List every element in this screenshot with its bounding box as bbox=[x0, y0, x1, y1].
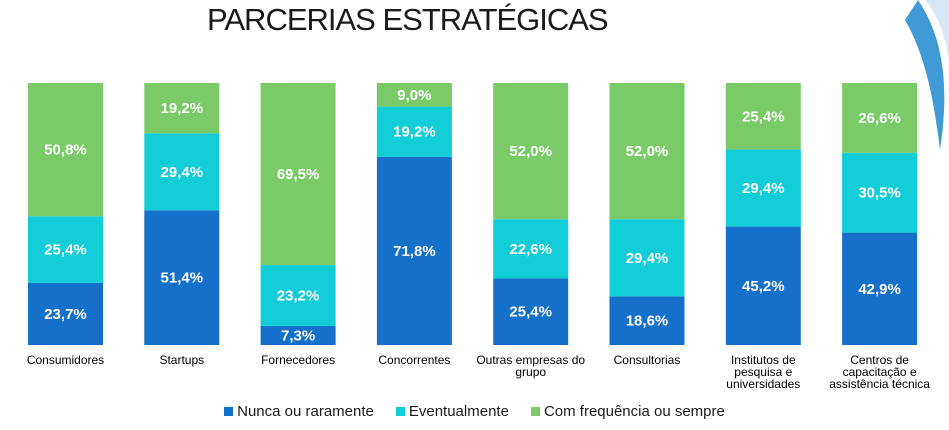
legend-swatch-eventualmente bbox=[395, 407, 405, 416]
data-label-frequencia-6: 25,4% bbox=[742, 108, 785, 125]
bar-segment-nunca-5 bbox=[609, 296, 685, 345]
bar-segment-frequencia-6 bbox=[725, 83, 801, 150]
legend-label-eventualmente: Eventualmente bbox=[408, 403, 509, 420]
bar-segment-eventualmente-1 bbox=[144, 133, 220, 211]
data-label-eventualmente-2: 23,2% bbox=[277, 287, 320, 304]
category-label-5-line-0: Consultorias bbox=[614, 353, 681, 367]
category-label-2-line-0: Fornecedores bbox=[261, 353, 335, 367]
data-label-nunca-3: 71,8% bbox=[393, 243, 436, 260]
data-label-eventualmente-3: 19,2% bbox=[393, 124, 436, 141]
category-label-4-line-0: Outras empresas do bbox=[476, 353, 585, 367]
data-label-eventualmente-6: 29,4% bbox=[742, 180, 785, 197]
category-label-7-line-0: Centros de bbox=[850, 353, 909, 367]
legend-item-frequencia: Com frequência ou sempre bbox=[530, 403, 725, 420]
data-label-frequencia-0: 50,8% bbox=[44, 142, 87, 159]
legend-swatch-frequencia bbox=[530, 407, 540, 416]
bar-segment-eventualmente-7 bbox=[842, 152, 918, 233]
bar-segment-frequencia-7 bbox=[842, 83, 918, 153]
bar-segment-eventualmente-5 bbox=[609, 219, 685, 297]
legend-swatch-nunca bbox=[224, 407, 234, 416]
bar-segment-nunca-1 bbox=[144, 210, 220, 345]
bar-segment-nunca-0 bbox=[28, 282, 103, 345]
chart-title: PARCERIAS ESTRATÉGICAS bbox=[207, 2, 609, 37]
legend-label-nunca: Nunca ou raramente bbox=[237, 403, 374, 420]
data-label-frequencia-2: 69,5% bbox=[277, 166, 320, 183]
bar-segment-eventualmente-0 bbox=[28, 216, 103, 283]
category-label-1-line-0: Startups bbox=[159, 353, 204, 367]
category-label-7-line-1: capacitação e bbox=[843, 365, 917, 379]
bar-segment-nunca-4 bbox=[493, 278, 569, 345]
bar-segment-frequencia-0 bbox=[28, 83, 103, 217]
bar-segment-frequencia-1 bbox=[144, 83, 220, 134]
data-label-nunca-5: 18,6% bbox=[626, 313, 669, 330]
bar-segment-eventualmente-2 bbox=[260, 265, 336, 326]
category-label-6-line-2: universidades bbox=[726, 377, 800, 391]
legend-item-eventualmente: Eventualmente bbox=[395, 403, 509, 420]
data-label-eventualmente-4: 22,6% bbox=[509, 241, 552, 258]
bar-segment-frequencia-2 bbox=[260, 83, 336, 266]
bar-segment-frequencia-4 bbox=[493, 83, 569, 220]
category-label-3-line-0: Concorrentes bbox=[378, 353, 450, 367]
chart-legend: Nunca ou raramente Eventualmente Com fre… bbox=[0, 403, 949, 420]
data-label-nunca-2: 7,3% bbox=[281, 327, 315, 344]
bar-segment-frequencia-3 bbox=[376, 83, 452, 107]
legend-label-frequencia: Com frequência ou sempre bbox=[543, 403, 725, 420]
data-label-frequencia-7: 26,6% bbox=[858, 110, 901, 127]
bar-segment-eventualmente-4 bbox=[493, 219, 569, 279]
bar-segment-nunca-3 bbox=[376, 156, 452, 345]
legend-item-nunca: Nunca ou raramente bbox=[224, 403, 374, 420]
bar-segment-nunca-7 bbox=[842, 232, 918, 345]
data-label-frequencia-4: 52,0% bbox=[509, 143, 552, 160]
data-label-frequencia-1: 19,2% bbox=[161, 100, 204, 117]
data-label-eventualmente-1: 29,4% bbox=[161, 164, 204, 181]
data-label-nunca-0: 23,7% bbox=[44, 306, 87, 323]
data-label-nunca-4: 25,4% bbox=[509, 304, 552, 321]
bar-segment-nunca-2 bbox=[260, 325, 336, 345]
category-label-6-line-1: pesquisa e bbox=[734, 365, 792, 379]
data-label-frequencia-5: 52,0% bbox=[626, 143, 669, 160]
category-label-7-line-2: assistência técnica bbox=[829, 377, 930, 391]
data-label-nunca-6: 45,2% bbox=[742, 278, 785, 295]
data-label-frequencia-3: 9,0% bbox=[397, 87, 431, 104]
data-label-nunca-1: 51,4% bbox=[161, 270, 204, 287]
category-label-4-line-1: grupo bbox=[515, 365, 546, 379]
bar-segment-nunca-6 bbox=[725, 226, 801, 345]
data-label-nunca-7: 42,9% bbox=[858, 281, 901, 298]
data-label-eventualmente-5: 29,4% bbox=[626, 250, 669, 267]
data-label-eventualmente-0: 25,4% bbox=[44, 242, 87, 259]
bar-segment-eventualmente-6 bbox=[725, 149, 801, 227]
category-label-0-line-0: Consumidores bbox=[27, 353, 104, 367]
data-label-eventualmente-7: 30,5% bbox=[858, 185, 901, 202]
category-label-6-line-0: Institutos de bbox=[731, 353, 796, 367]
bar-segment-frequencia-5 bbox=[609, 83, 685, 220]
bar-segment-eventualmente-3 bbox=[376, 106, 452, 157]
